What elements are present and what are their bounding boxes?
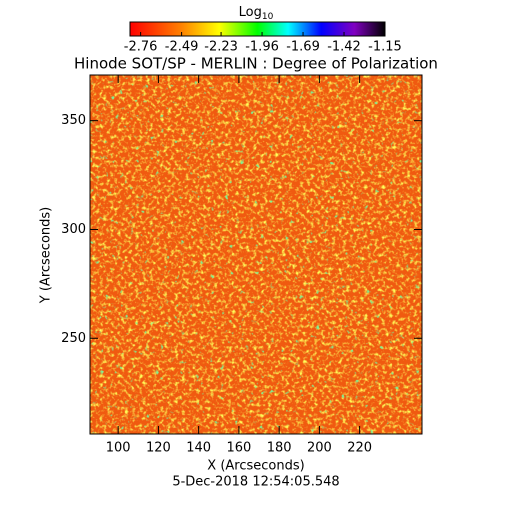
colorbar-label: Log10 (239, 5, 274, 22)
colorbar-tick-label: -2.76 (124, 40, 158, 55)
x-tick-label: 160 (226, 441, 251, 456)
colorbar-tick-label: -1.15 (368, 40, 402, 55)
heatmap-field (90, 75, 422, 434)
x-tick-label: 140 (186, 441, 211, 456)
colorbar-tick-label: -2.49 (165, 40, 199, 55)
x-tick-label: 220 (347, 441, 372, 456)
colorbar-label-base: Log (239, 5, 262, 20)
chart-title: Hinode SOT/SP - MERLIN : Degree of Polar… (74, 55, 438, 73)
timestamp: 5-Dec-2018 12:54:05.548 (172, 475, 339, 490)
x-tick-label: 180 (267, 441, 292, 456)
x-tick-label: 120 (146, 441, 171, 456)
x-axis-label: X (Arcseconds) (207, 459, 304, 474)
y-tick-label: 250 (61, 331, 86, 346)
heatmap-texture (90, 75, 422, 434)
colorbar-tick-label: -2.23 (204, 40, 238, 55)
x-tick-label: 200 (307, 441, 332, 456)
colorbar-tick-label: -1.69 (286, 40, 320, 55)
colorbar-tick-label: -1.42 (327, 40, 361, 55)
y-tick-label: 300 (61, 222, 86, 237)
y-axis-label: Y (Arcseconds) (39, 207, 54, 304)
colorbar-tick-label: -1.96 (245, 40, 279, 55)
colorbar (129, 21, 386, 37)
x-tick-label: 100 (106, 441, 131, 456)
colorbar-label-sub: 10 (262, 12, 274, 22)
plot-frame (89, 74, 423, 435)
y-tick-label: 350 (61, 113, 86, 128)
